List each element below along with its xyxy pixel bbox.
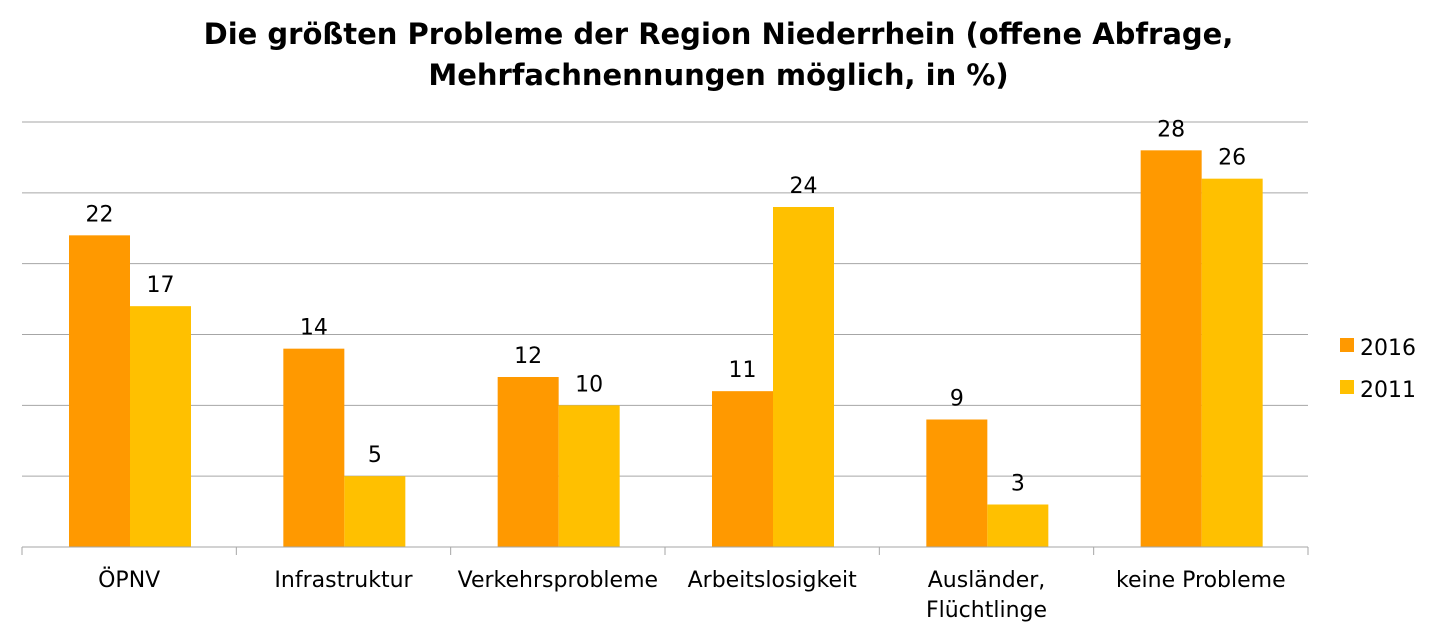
bar-2016-4 [926, 419, 988, 547]
category-labels: ÖPNV Infrastruktur Verkehrsprobleme Arbeits… [98, 567, 1285, 623]
bar-2016-2 [497, 377, 559, 547]
value-label: 14 [300, 316, 328, 341]
legend-swatch-2011 [1340, 380, 1354, 394]
legend-swatch-2016 [1340, 338, 1354, 352]
bar-2016-1 [283, 348, 345, 547]
category-label: Ausländer, [928, 568, 1046, 593]
bar-2011-0 [130, 306, 191, 547]
category-label: ÖPNV [98, 567, 160, 593]
value-label: 11 [729, 358, 757, 383]
value-label: 22 [86, 202, 114, 227]
category-label: Verkehrsprobleme [458, 568, 658, 593]
value-labels: 22 14 12 11 9 28 17 5 10 24 3 26 [86, 117, 1247, 496]
bar-2011-4 [987, 504, 1049, 547]
value-label: 17 [147, 273, 175, 298]
bar-2016-3 [712, 391, 773, 547]
bar-2016-5 [1140, 150, 1202, 548]
value-label: 9 [950, 387, 964, 412]
chart-title-line-1: Die größten Probleme der Region Niederrh… [203, 17, 1234, 51]
x-axis [21, 546, 1309, 555]
chart-title-line-2: Mehrfachnennungen möglich, in %) [428, 58, 1009, 92]
bar-2011-2 [558, 405, 620, 547]
chart-title: Die größten Probleme der Region Niederrh… [0, 14, 1437, 96]
bar-2016-0 [69, 235, 130, 548]
category-label: Flüchtlinge [926, 598, 1047, 623]
value-label: 24 [790, 174, 818, 199]
legend: 2016 2011 [1340, 336, 1416, 403]
value-label: 26 [1218, 146, 1246, 171]
bar-2011-5 [1201, 178, 1263, 547]
bar-2011-3 [773, 207, 834, 547]
value-label: 10 [575, 372, 603, 397]
legend-label: 2016 [1360, 336, 1416, 361]
category-label: Infrastruktur [274, 568, 413, 593]
value-label: 3 [1011, 472, 1025, 497]
category-label: Arbeitslosigkeit [688, 568, 858, 593]
category-label: keine Probleme [1116, 568, 1286, 593]
gridlines [22, 121, 1308, 477]
legend-label: 2011 [1360, 378, 1416, 403]
bar-2011-1 [344, 476, 406, 547]
value-label: 12 [514, 344, 542, 369]
value-label: 5 [368, 443, 382, 468]
bars [69, 150, 1263, 548]
value-label: 28 [1157, 117, 1185, 142]
